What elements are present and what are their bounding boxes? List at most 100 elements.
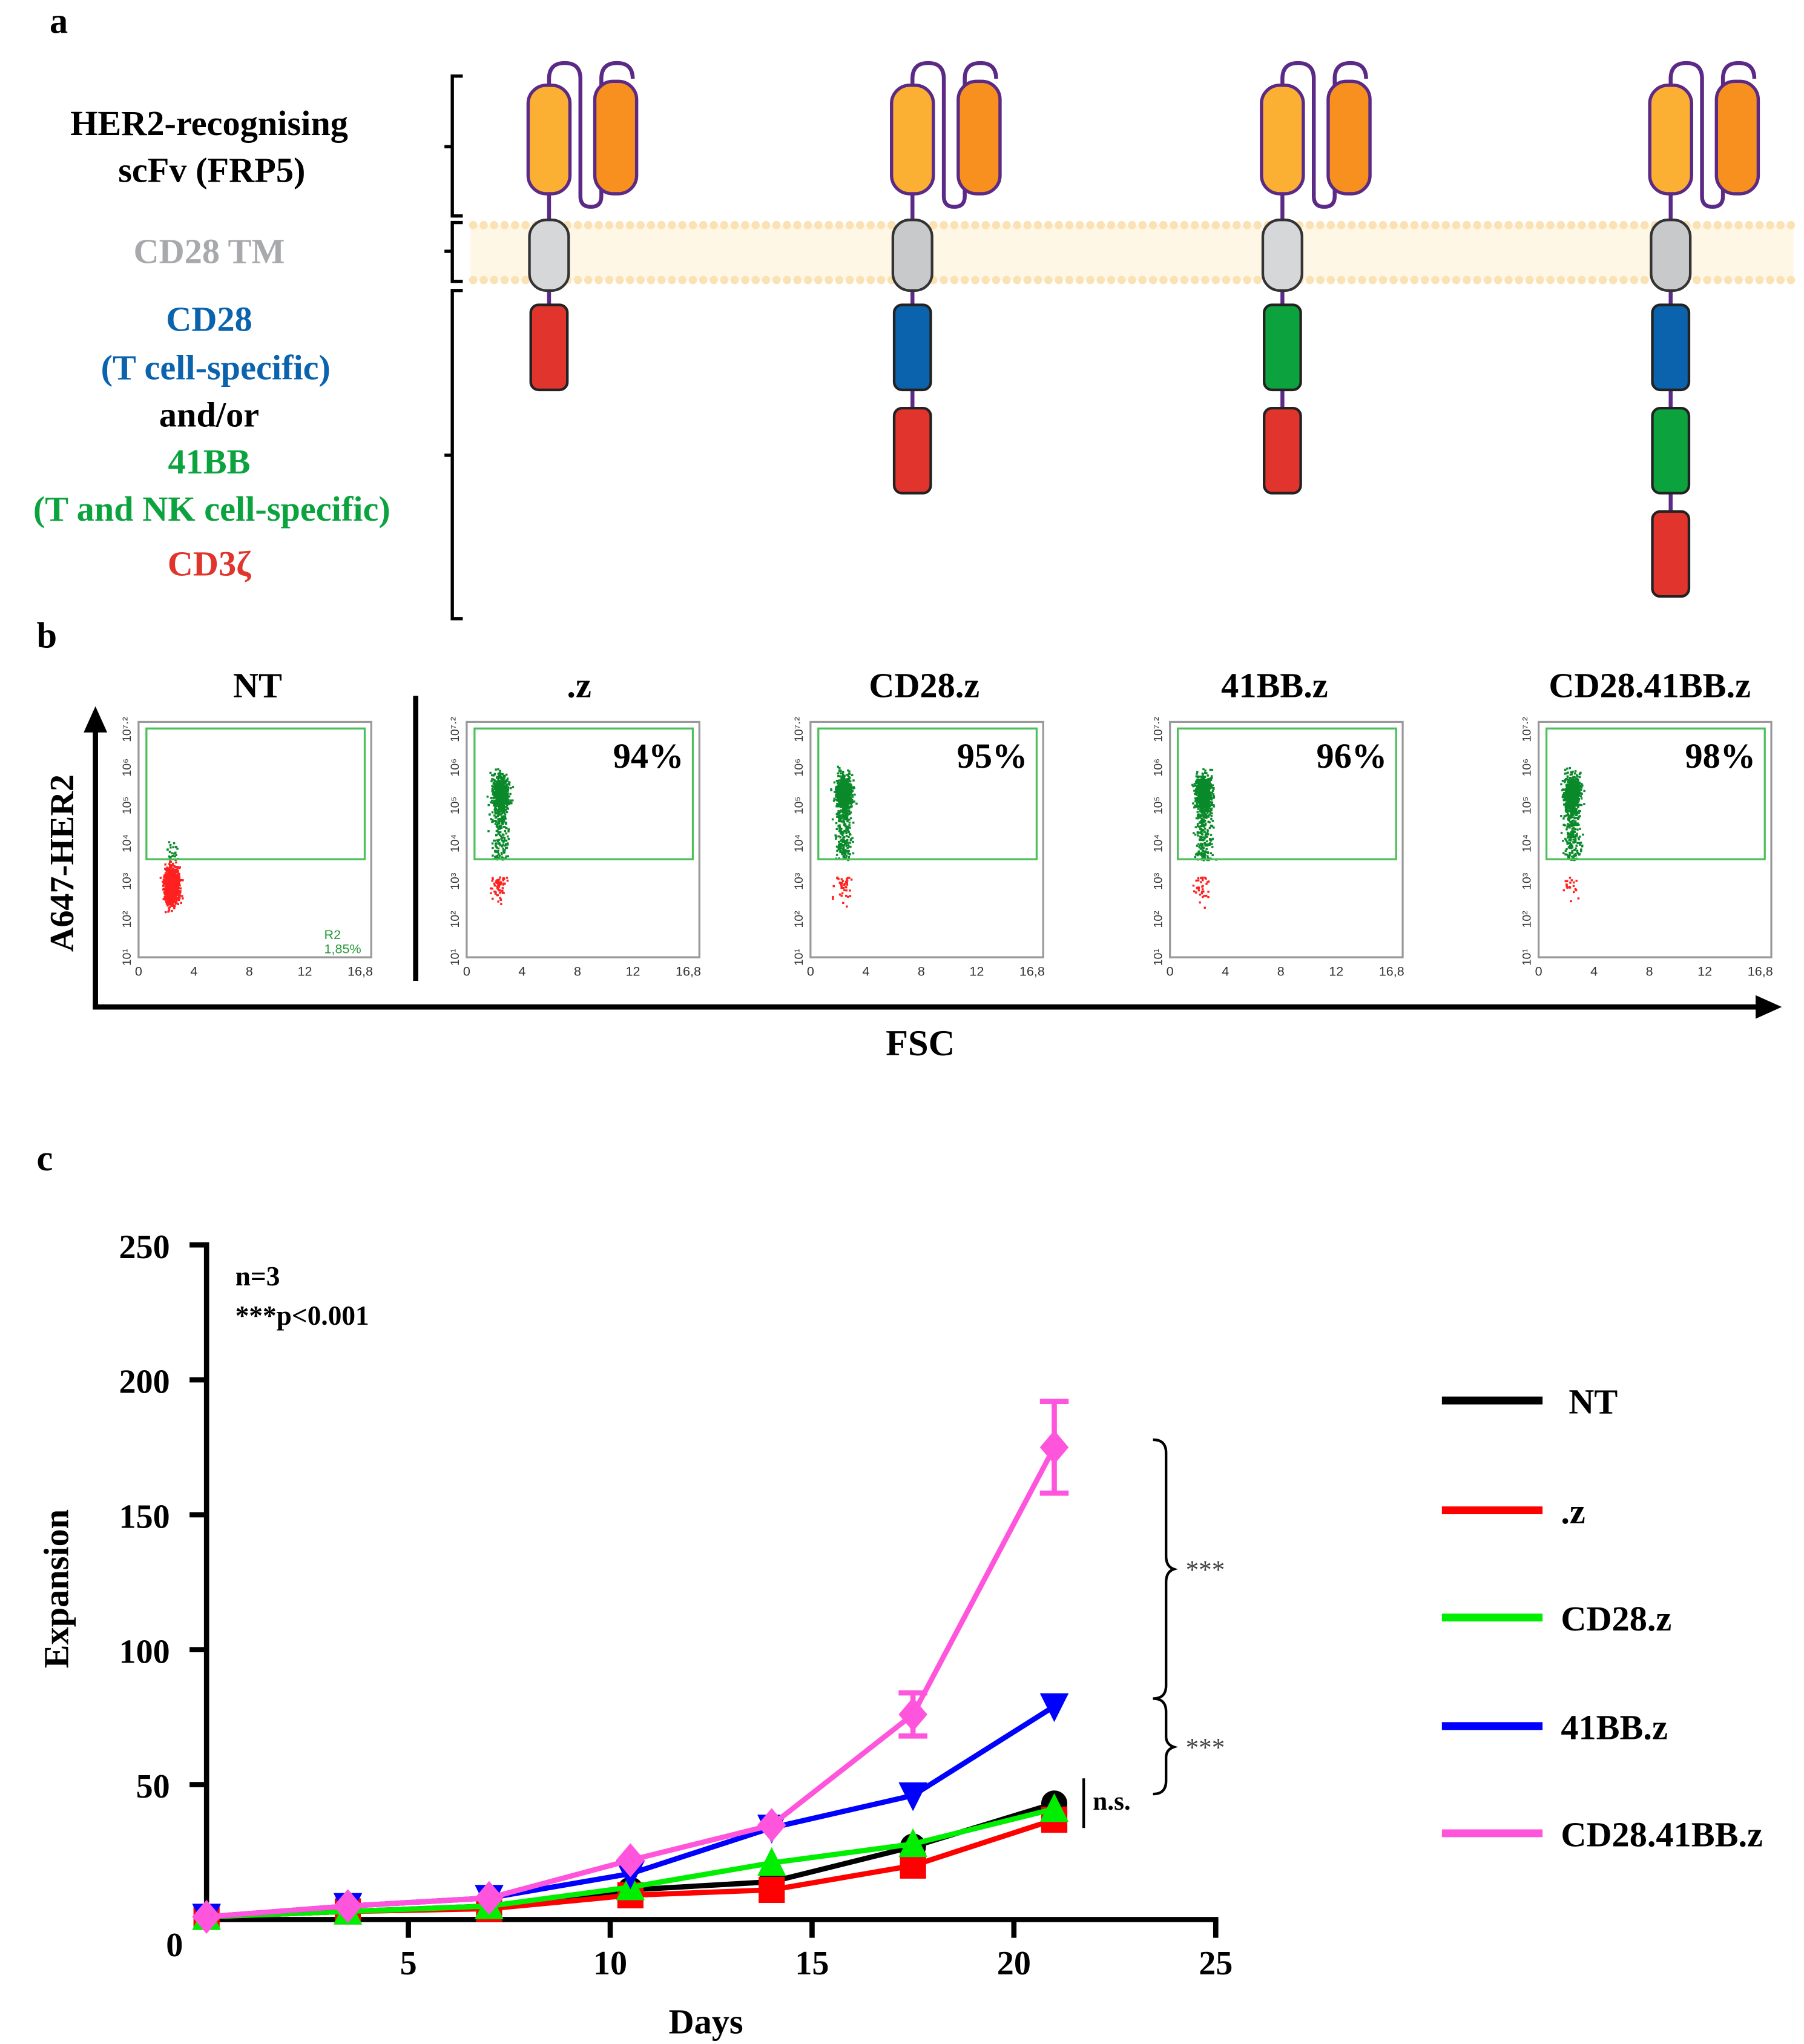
event-dot [501,812,504,815]
x-tick-label: 4 [1222,963,1229,978]
event-dot [1565,784,1568,786]
lipid-head [1598,220,1607,229]
event-dot [503,811,505,814]
event-dot [1571,827,1574,830]
data-point [616,1843,645,1878]
event-dot [1194,804,1196,807]
event-dot [1196,854,1199,857]
event-dot [1563,781,1566,783]
event-dot [1570,791,1573,794]
event-dot [845,815,848,817]
y-tick-label: 10² [792,911,806,928]
event-dot [487,803,490,806]
event-dot [848,824,851,826]
event-dot [168,909,171,912]
event-dot [1566,775,1569,778]
event-dot [174,868,177,871]
event-dot [1213,787,1215,790]
event-dot [165,902,168,905]
event-dot [850,784,852,786]
event-dot [1194,797,1197,800]
event-dot [840,842,843,845]
event-dot [164,892,166,895]
event-dot [843,844,846,847]
event-dot [849,817,852,820]
event-dot [164,895,166,897]
event-dot [497,883,499,886]
event-dot [846,820,849,823]
event-dot [1204,794,1207,797]
event-dot [1207,794,1210,797]
event-dot [168,892,170,894]
sig-label-2: *** [1186,1734,1225,1762]
cd3z-domain [1651,510,1691,598]
event-dot [848,819,851,821]
event-dot [176,888,178,890]
event-dot [497,828,499,830]
event-dot [1211,803,1214,806]
event-dot [846,877,849,879]
event-dot [1200,853,1202,856]
event-dot [1569,815,1572,817]
event-dot [1202,849,1205,852]
event-dot [495,816,497,819]
event-dot [503,839,506,841]
y-tick-label: 10⁶ [120,759,134,777]
event-dot [1567,825,1569,828]
event-dot [163,882,166,884]
event-dot [1199,901,1201,904]
event-dot [497,773,500,775]
lipid-head [720,275,729,285]
event-dot [504,844,506,847]
event-dot [1199,809,1202,812]
event-dot [502,807,505,809]
event-dot [1213,804,1215,806]
event-dot [1197,791,1200,793]
event-dot [499,783,502,786]
event-dot [837,791,840,794]
event-dot [500,903,502,905]
event-dot [844,799,848,801]
event-dot [1570,816,1572,819]
x-tick-label: 16,8 [347,963,373,978]
event-dot [501,803,504,806]
y-tick-label: 150 [119,1498,170,1535]
event-dot [849,811,852,814]
event-dot [838,893,841,896]
event-dot [163,874,166,877]
event-dot [493,788,496,790]
event-dot [1577,779,1579,781]
event-dot [494,811,496,814]
event-dot [174,885,176,887]
event-dot [1570,845,1572,847]
y-tick-label: 10² [449,911,462,928]
event-dot [1205,782,1208,784]
lipid-head [1567,275,1576,285]
y-tick-label: 10¹ [120,949,134,966]
event-dot [835,845,838,848]
event-dot [498,780,501,783]
event-dot [493,884,496,887]
event-dot [1567,779,1570,781]
event-dot [1575,793,1577,795]
event-dot [504,808,507,811]
event-dot [841,791,844,793]
event-dot [496,785,499,788]
lipid-head [1055,275,1064,285]
lipid-head [793,275,802,285]
event-dot [838,815,841,818]
event-dot [844,840,847,842]
event-dot [505,779,508,782]
event-dot [1570,846,1572,849]
event-dot [170,884,173,886]
event-dot [1194,791,1197,794]
event-dot [1205,877,1207,880]
lipid-head [950,220,959,229]
event-dot [507,830,510,832]
lipid-head [1504,220,1513,229]
event-dot [1199,790,1202,792]
event-dot [162,888,165,891]
event-dot [501,809,503,811]
event-dot [1579,850,1582,852]
event-dot [503,836,506,839]
